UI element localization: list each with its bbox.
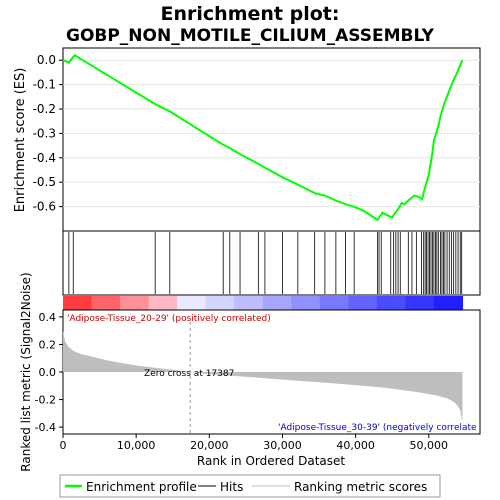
color-bar-segment xyxy=(234,296,264,310)
metric-panel: Zero cross at 17387 'Adipose-Tissue_20-2… xyxy=(19,272,481,472)
es-y-tick-label: -0.6 xyxy=(33,200,56,214)
legend-label-hits: Hits xyxy=(220,480,243,494)
es-y-tick-label: -0.5 xyxy=(33,175,56,189)
metric-y-tick-label: -0.4 xyxy=(35,421,56,434)
es-y-tick-label: -0.1 xyxy=(33,78,56,92)
positive-correlation-label: 'Adipose-Tissue_20-29' (positively corre… xyxy=(67,314,271,324)
es-y-tick-label: -0.4 xyxy=(33,151,56,165)
x-axis-label: Rank in Ordered Dataset xyxy=(197,454,345,468)
es-gridlines xyxy=(63,59,480,208)
hits-panel xyxy=(62,230,481,296)
x-tick-label: 0 xyxy=(60,439,67,452)
color-bar-segment xyxy=(262,296,292,310)
legend: Enrichment profile Hits Ranking metric s… xyxy=(59,474,441,498)
enrichment-profile-line xyxy=(62,54,464,222)
metric-y-axis-label: Ranked list metric (Signal2Noise) xyxy=(19,272,33,471)
color-bar-segment xyxy=(120,296,150,310)
metric-x-axis-ticks: 0 10,000 20,000 30,000 40,000 50,000 xyxy=(60,434,449,452)
es-y-tick-label: -0.2 xyxy=(33,102,56,116)
legend-label-ranking-metric: Ranking metric scores xyxy=(294,480,427,494)
metric-y-tick-label: 0.4 xyxy=(39,311,57,324)
color-bar-segment xyxy=(291,296,321,310)
color-bar-segment xyxy=(91,296,121,310)
es-y-axis-label: Enrichment score (ES) xyxy=(13,68,28,213)
rank-color-bar xyxy=(63,296,464,310)
ranking-metric-area xyxy=(63,330,463,422)
color-bar-segment xyxy=(348,296,378,310)
es-panel-frame xyxy=(62,47,481,232)
es-y-tick-label: -0.3 xyxy=(33,126,56,140)
color-bar-segment xyxy=(433,296,464,310)
es-panel: 0.0 -0.1 -0.2 -0.3 -0.4 -0.5 -0.6 Enrichment s… xyxy=(13,47,481,232)
chart-title: Enrichment plot: xyxy=(161,3,340,25)
chart-subtitle: GOBP_NON_MOTILE_CILIUM_ASSEMBLY xyxy=(66,26,435,46)
legend-label-enrichment-profile: Enrichment profile xyxy=(86,480,197,494)
color-bar-segment xyxy=(405,296,435,310)
color-bar-segment xyxy=(319,296,349,310)
x-tick-label: 50,000 xyxy=(410,439,449,452)
es-y-axis-ticks: 0.0 -0.1 -0.2 -0.3 -0.4 -0.5 -0.6 xyxy=(33,53,63,214)
color-bar-segment xyxy=(205,296,235,310)
color-bar-segment xyxy=(63,296,93,310)
metric-y-axis-ticks: 0.4 0.2 0.0 -0.2 -0.4 xyxy=(35,311,63,434)
x-tick-label: 30,000 xyxy=(263,439,302,452)
es-y-tick-label: 0.0 xyxy=(37,53,56,67)
color-bar-segment xyxy=(148,296,178,310)
metric-y-tick-label: 0.0 xyxy=(39,366,57,379)
x-tick-label: 40,000 xyxy=(336,439,375,452)
x-tick-label: 10,000 xyxy=(117,439,156,452)
hits-panel-frame xyxy=(62,230,481,296)
hit-lines xyxy=(68,232,463,294)
legend-frame xyxy=(59,474,441,498)
negative-correlation-label: 'Adipose-Tissue_30-39' (negatively corre… xyxy=(278,423,477,433)
color-bar-segment xyxy=(376,296,406,310)
metric-y-tick-label: 0.2 xyxy=(39,338,57,351)
zero-cross-label: Zero cross at 17387 xyxy=(144,369,234,379)
color-bar-segment xyxy=(177,296,207,310)
metric-y-tick-label: -0.2 xyxy=(35,394,56,407)
x-tick-label: 20,000 xyxy=(190,439,229,452)
